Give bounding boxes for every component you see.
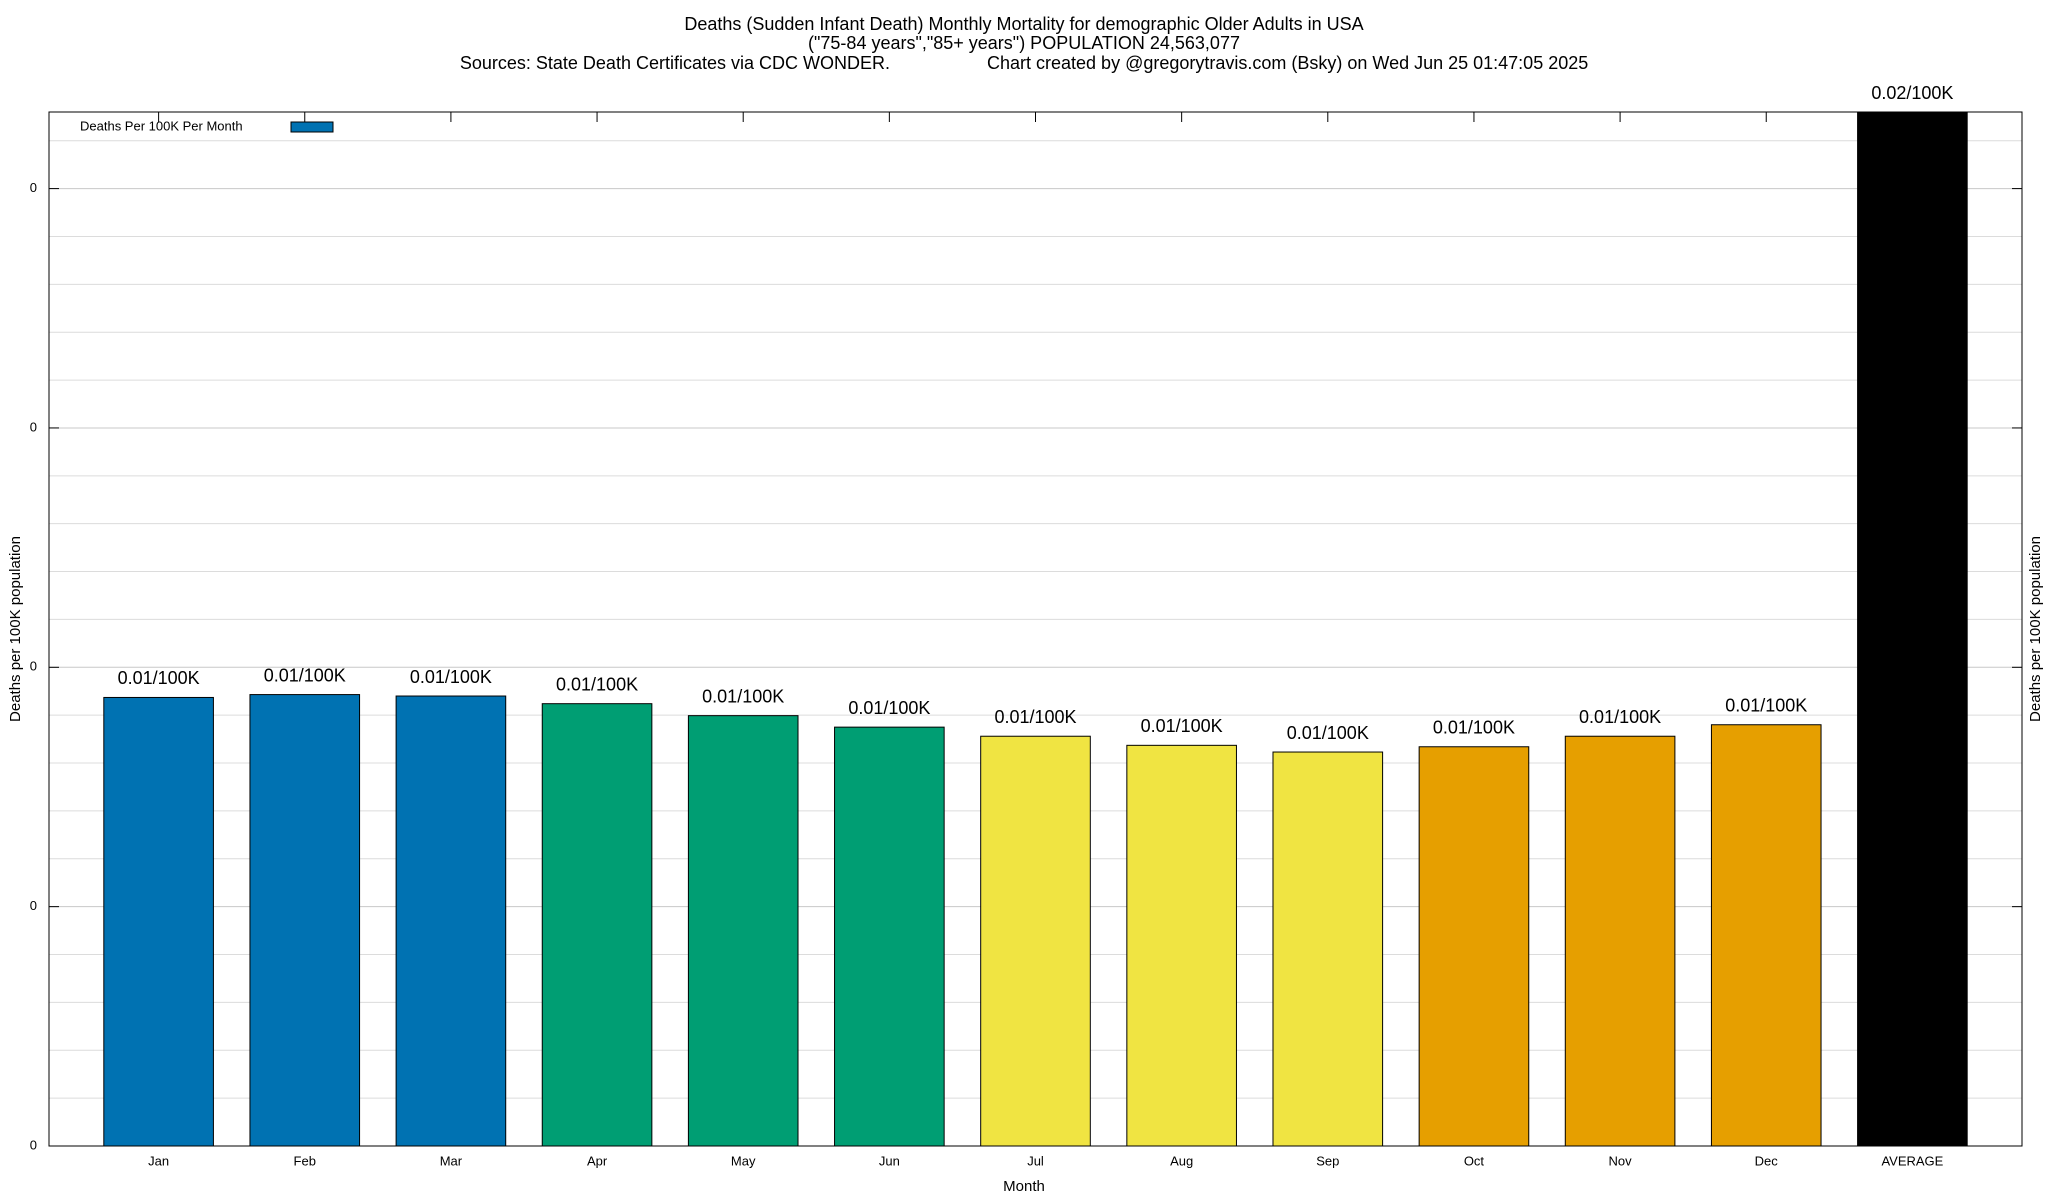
value-label: 0.01/100K: [264, 665, 346, 685]
x-tick-label: Aug: [1170, 1153, 1193, 1168]
x-tick-label: Mar: [440, 1153, 463, 1168]
x-axis-label: Month: [1003, 1178, 1045, 1195]
bar: [1126, 744, 1237, 1147]
y-tick-label: 0: [30, 419, 37, 434]
value-label: 0.01/100K: [994, 707, 1076, 727]
y2-axis-label: Deaths per 100K population: [2027, 536, 2044, 722]
x-tick-label: AVERAGE: [1881, 1153, 1943, 1168]
y-tick-label: 0: [30, 1137, 37, 1152]
legend-swatch: [290, 121, 334, 133]
bar: [249, 694, 361, 1147]
x-tick-label: Jul: [1027, 1153, 1044, 1168]
x-tick-label: May: [731, 1153, 756, 1168]
x-tick-label: Feb: [294, 1153, 316, 1168]
x-tick-label: Nov: [1609, 1153, 1633, 1168]
value-label: 0.01/100K: [1287, 723, 1369, 743]
x-tick-label: Oct: [1464, 1153, 1485, 1168]
bar: [103, 696, 214, 1147]
bar: [1272, 751, 1384, 1147]
bar: [395, 695, 507, 1147]
x-tick-label: Jun: [879, 1153, 900, 1168]
bar: [1418, 746, 1530, 1147]
y-tick-label: 0: [30, 898, 37, 913]
bar: [1857, 111, 1968, 1147]
x-tick-label: Jan: [148, 1153, 169, 1168]
legend-label: Deaths Per 100K Per Month: [80, 118, 243, 133]
value-label: 0.01/100K: [702, 686, 784, 706]
x-tick-label: Apr: [587, 1153, 608, 1168]
chart-title: Deaths (Sudden Infant Death) Monthly Mor…: [684, 14, 1363, 34]
y-axis-label: Deaths per 100K population: [7, 536, 24, 722]
y-tick-label: 0: [30, 659, 37, 674]
x-tick-label: Dec: [1755, 1153, 1779, 1168]
bar: [687, 715, 799, 1147]
bar: [1564, 735, 1676, 1147]
value-label: 0.01/100K: [556, 674, 638, 694]
value-label: 0.01/100K: [1141, 716, 1223, 736]
chart-source: Sources: State Death Certificates via CD…: [460, 53, 890, 73]
value-label: 0.02/100K: [1871, 83, 1953, 103]
value-label: 0.01/100K: [1433, 718, 1515, 738]
value-label: 0.01/100K: [1579, 707, 1661, 727]
x-tick-label: Sep: [1316, 1153, 1339, 1168]
y-tick-label: 0: [30, 180, 37, 195]
chart-subtitle: ("75-84 years","85+ years") POPULATION 2…: [808, 33, 1240, 53]
chart-credit: Chart created by @gregorytravis.com (Bsk…: [987, 53, 1588, 73]
value-label: 0.01/100K: [1725, 695, 1807, 715]
bar: [541, 703, 653, 1147]
value-label: 0.01/100K: [848, 698, 930, 718]
value-label: 0.01/100K: [118, 668, 200, 688]
value-label: 0.01/100K: [410, 667, 492, 687]
bar: [980, 735, 1091, 1147]
bar: [1710, 724, 1822, 1147]
bar: [834, 726, 945, 1147]
